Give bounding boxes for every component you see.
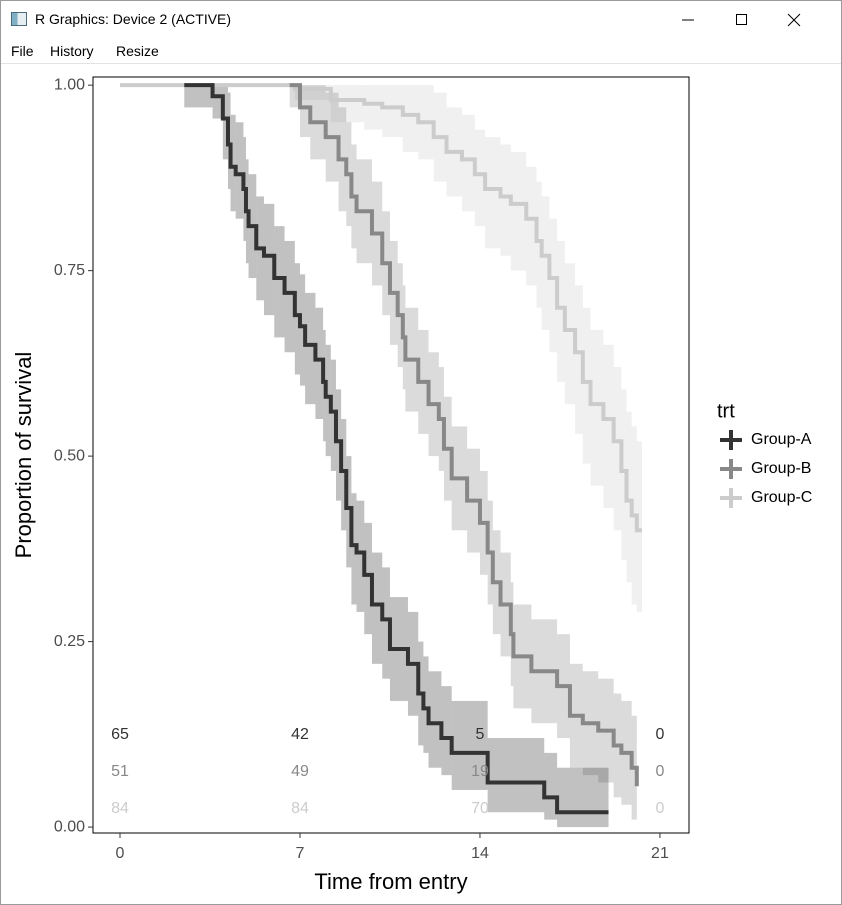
confidence-band xyxy=(461,114,475,212)
confidence-band xyxy=(284,240,295,353)
at-risk-count: 84 xyxy=(111,800,129,817)
y-tick-label: 1.00 xyxy=(54,76,85,93)
confidence-band xyxy=(485,137,501,249)
confidence-band xyxy=(382,85,403,138)
y-tick-label: 0.00 xyxy=(54,818,85,835)
confidence-band xyxy=(536,181,542,308)
confidence-band xyxy=(356,500,365,612)
at-risk-count: 0 xyxy=(655,763,664,780)
menu-bar: File History Resize xyxy=(1,37,841,64)
confidence-band xyxy=(621,389,627,560)
confidence-band xyxy=(212,85,223,119)
confidence-band xyxy=(613,367,622,531)
legend-title: trt xyxy=(717,400,735,422)
confidence-band xyxy=(428,671,442,768)
y-tick-label: 0.50 xyxy=(54,447,85,464)
panel-border xyxy=(92,76,690,834)
at-risk-count: 84 xyxy=(291,800,309,817)
y-axis-label: Proportion of survival xyxy=(11,352,36,559)
at-risk-count: 42 xyxy=(291,726,309,743)
menu-item[interactable]: Resize xyxy=(116,43,159,59)
survival-line xyxy=(184,83,609,815)
confidence-band xyxy=(335,389,342,501)
at-risk-count: 0 xyxy=(655,800,664,817)
confidence-band xyxy=(557,767,609,828)
confidence-band xyxy=(184,85,213,108)
app-icon xyxy=(11,12,27,26)
window-title: R Graphics: Device 2 (ACTIVE) xyxy=(35,11,232,27)
confidence-band xyxy=(294,263,300,375)
confidence-band xyxy=(364,85,383,130)
confidence-band xyxy=(325,344,331,457)
confidence-band xyxy=(423,656,429,753)
confidence-band xyxy=(299,85,311,138)
confidence-band xyxy=(500,144,511,256)
at-risk-count: 49 xyxy=(291,763,309,780)
at-risk-count: 5 xyxy=(476,726,485,743)
confidence-band xyxy=(541,196,550,330)
confidence-band xyxy=(299,274,306,386)
confidence-band xyxy=(230,114,236,212)
confidence-band xyxy=(441,686,452,776)
confidence-band xyxy=(474,129,486,227)
confidence-band xyxy=(626,411,632,583)
x-tick-label: 0 xyxy=(116,845,125,862)
confidence-band xyxy=(351,493,357,605)
window-controls xyxy=(682,13,801,27)
confidence-band xyxy=(222,85,228,160)
confidence-band xyxy=(636,441,642,612)
confidence-band xyxy=(451,700,488,790)
title-bar: R Graphics: Device 2 (ACTIVE) xyxy=(1,1,841,37)
legend-label: Group-B xyxy=(751,460,811,477)
legend-label: Group-A xyxy=(751,431,812,448)
confidence-band xyxy=(364,522,372,635)
confidence-band xyxy=(590,329,604,486)
confidence-band xyxy=(235,122,244,219)
y-tick-label: 0.75 xyxy=(54,262,85,279)
x-tick-label: 21 xyxy=(651,845,669,862)
confidence-band xyxy=(305,292,316,405)
survival-line xyxy=(119,83,642,533)
menu-item[interactable]: History xyxy=(50,43,94,59)
confidence-band xyxy=(402,85,419,152)
confidence-band xyxy=(487,738,545,813)
confidence-band xyxy=(564,263,576,405)
confidence-band xyxy=(330,359,336,471)
confidence-band xyxy=(544,752,558,820)
confidence-band xyxy=(557,240,565,382)
confidence-band xyxy=(549,218,558,353)
close-button[interactable] xyxy=(787,13,801,27)
legend-label: Group-C xyxy=(751,489,812,506)
confidence-band xyxy=(263,203,275,316)
confidence-band xyxy=(510,151,527,271)
at-risk-count: 70 xyxy=(471,800,489,817)
y-tick-label: 0.25 xyxy=(54,633,85,650)
at-risk-count: 0 xyxy=(655,726,664,743)
confidence-band xyxy=(341,419,347,531)
confidence-band xyxy=(289,85,300,108)
confidence-band xyxy=(582,307,591,464)
menu-item[interactable]: File xyxy=(11,43,34,59)
confidence-band xyxy=(315,307,324,420)
maximize-button[interactable] xyxy=(736,14,747,25)
x-axis-label: Time from entry xyxy=(314,869,467,894)
confidence-band xyxy=(575,285,583,434)
x-tick-label: 14 xyxy=(471,845,489,862)
survival-line xyxy=(289,83,639,787)
at-risk-count: 65 xyxy=(111,726,129,743)
confidence-band xyxy=(330,85,365,123)
confidence-band xyxy=(346,456,352,568)
confidence-band xyxy=(371,552,383,664)
at-risk-count: 19 xyxy=(471,763,489,780)
x-tick-label: 7 xyxy=(296,845,305,862)
confidence-band xyxy=(382,567,390,679)
confidence-band xyxy=(603,344,614,509)
at-risk-count: 51 xyxy=(111,763,129,780)
confidence-band xyxy=(526,166,537,286)
confidence-band xyxy=(274,226,285,338)
